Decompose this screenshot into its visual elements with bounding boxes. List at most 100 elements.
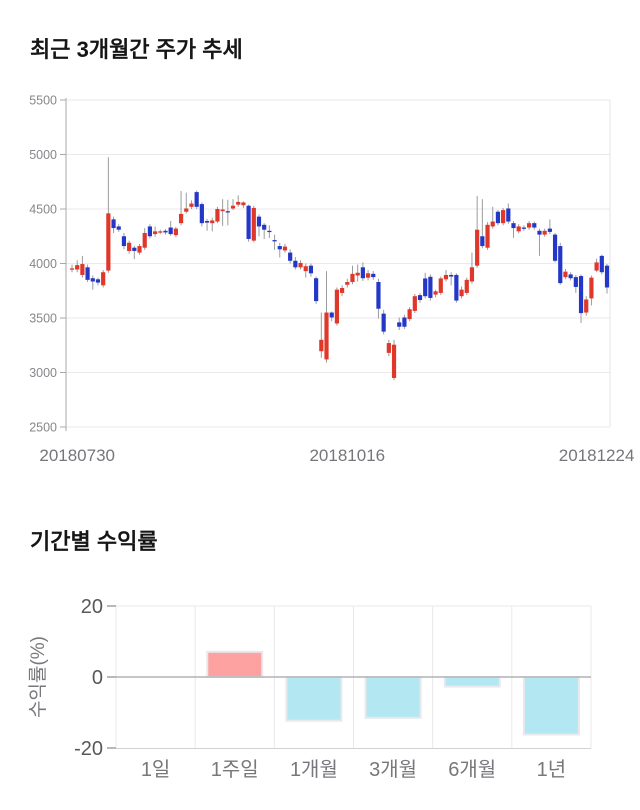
candle-body	[137, 246, 142, 253]
candle	[334, 287, 340, 326]
candle-body	[381, 313, 386, 332]
candle	[547, 219, 552, 235]
candle-body	[547, 228, 552, 232]
candle	[511, 220, 516, 238]
candle-body	[386, 343, 391, 353]
candle-body	[516, 226, 521, 232]
candle-body	[215, 209, 220, 222]
candle-body	[376, 282, 381, 309]
candle-body	[298, 262, 303, 268]
candle	[241, 201, 246, 208]
candle	[521, 225, 526, 231]
candle	[469, 252, 475, 284]
y-axis-label: 4000	[29, 257, 57, 271]
candle-body	[371, 273, 376, 278]
candle-body	[95, 279, 101, 283]
candle-body	[308, 265, 314, 274]
candle-body	[163, 230, 168, 233]
candle-body	[168, 227, 173, 235]
candle-body	[319, 339, 324, 352]
candle-body	[334, 289, 340, 324]
candle	[178, 191, 184, 226]
candle	[106, 157, 111, 273]
candle	[215, 206, 220, 224]
candle	[314, 276, 319, 304]
return-bar	[206, 650, 264, 678]
candle	[189, 200, 194, 209]
candle	[288, 249, 293, 264]
candle	[475, 195, 480, 268]
x-axis-date-label: 20181224	[559, 446, 635, 465]
y-axis-label: 5500	[29, 94, 57, 108]
candle	[454, 273, 459, 303]
y-axis-label: 3000	[29, 366, 57, 380]
candle	[542, 228, 547, 237]
candle-body	[85, 267, 90, 280]
candle	[402, 314, 407, 329]
return-bar	[443, 676, 501, 688]
candle-body	[397, 322, 402, 327]
candle	[95, 277, 101, 286]
candle-body	[142, 232, 147, 248]
candle	[485, 222, 490, 250]
candle	[490, 206, 495, 229]
y-axis-title: 수익률(%)	[27, 636, 49, 718]
candle	[132, 246, 137, 260]
candle	[298, 260, 303, 270]
candle-body	[303, 266, 308, 272]
candle-body	[80, 264, 85, 275]
candle-body	[262, 224, 267, 230]
candle	[251, 205, 256, 243]
candle	[407, 307, 412, 322]
candle-body	[189, 203, 194, 207]
candle	[589, 275, 594, 306]
candle	[386, 339, 391, 357]
candle-body	[449, 274, 454, 277]
candle	[443, 270, 449, 282]
candle	[127, 240, 132, 254]
candle	[381, 309, 386, 335]
candle-body	[495, 211, 501, 224]
candle-body	[521, 227, 526, 229]
candle-body	[132, 247, 137, 251]
candle	[210, 217, 215, 232]
candle-body	[153, 231, 158, 235]
candle	[168, 220, 173, 236]
candle	[101, 270, 106, 288]
price-chart-title: 최근 3개월간 주가 추세	[30, 37, 243, 62]
candle	[449, 272, 454, 286]
candle	[578, 274, 584, 323]
category-label: 1일	[141, 758, 171, 781]
candle-body	[552, 234, 558, 261]
candle	[495, 210, 501, 226]
candle-body	[106, 213, 111, 271]
candle-body	[423, 278, 428, 297]
candle-body	[469, 267, 475, 282]
candle	[339, 285, 345, 297]
candle	[371, 271, 376, 280]
candle	[412, 294, 417, 314]
candle-body	[345, 282, 350, 285]
candle-body	[475, 229, 480, 266]
y-axis-label: 3500	[29, 312, 57, 326]
candle-body	[428, 276, 433, 298]
candle	[184, 192, 189, 214]
candle	[137, 243, 142, 255]
candle	[121, 232, 127, 250]
candle	[365, 270, 371, 281]
candle-body	[506, 208, 511, 222]
candle	[397, 317, 402, 330]
candle	[85, 264, 90, 283]
x-axis-date-label: 20181016	[309, 446, 385, 465]
candle-body	[537, 230, 542, 235]
candle	[480, 199, 485, 249]
candle	[293, 256, 298, 270]
candle	[308, 263, 314, 277]
candle	[272, 234, 277, 250]
candle	[568, 272, 573, 281]
candle-body	[288, 252, 293, 261]
category-label: 1년	[537, 758, 567, 781]
candle	[153, 226, 158, 237]
candle	[506, 203, 511, 224]
